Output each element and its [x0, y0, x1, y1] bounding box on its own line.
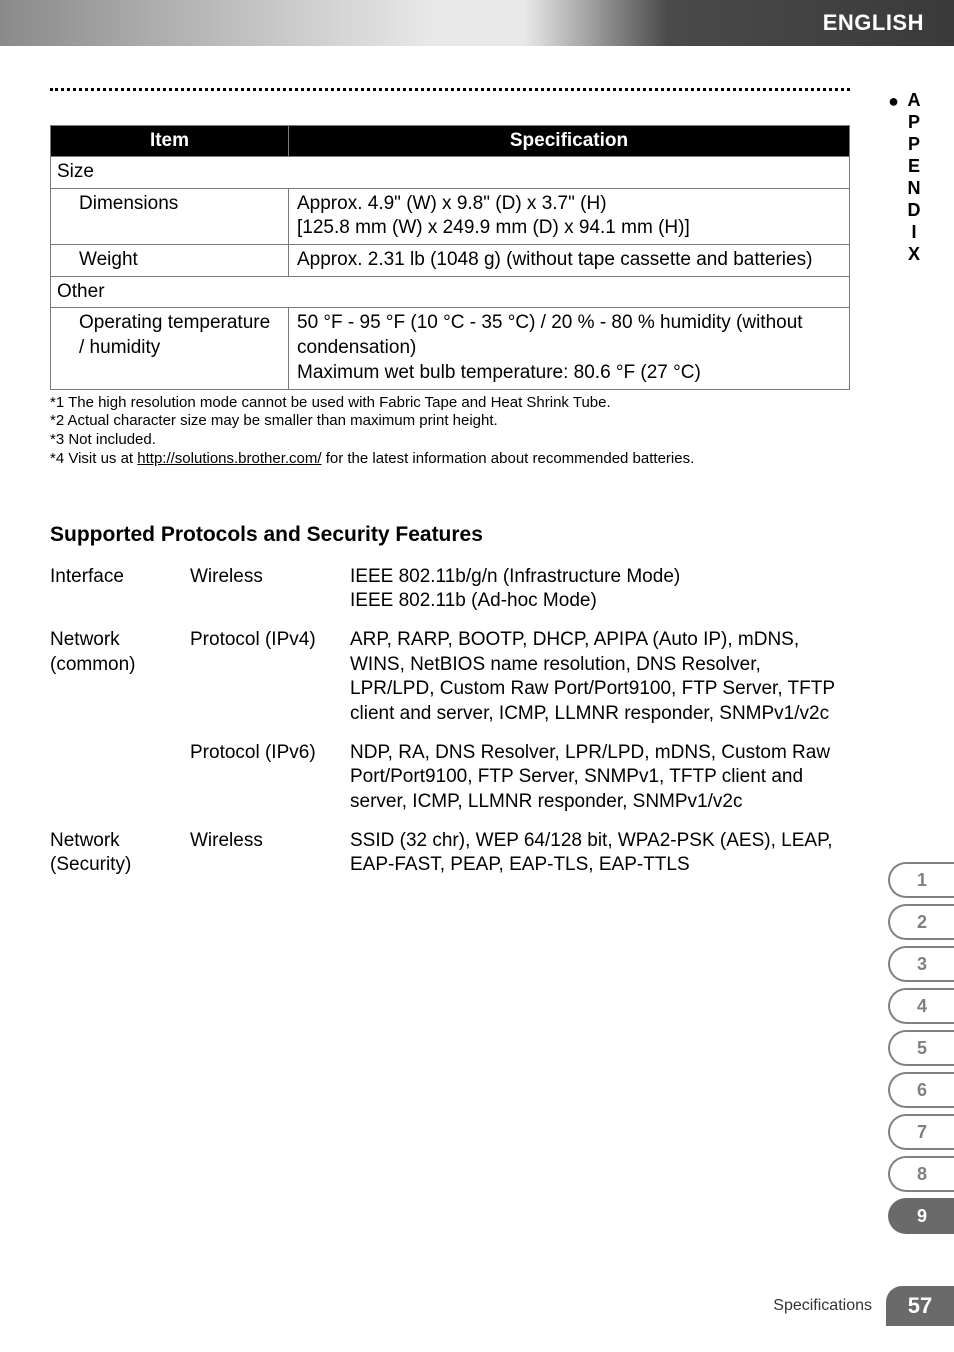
main-content: Item Specification SizeDimensionsApprox.… — [50, 125, 850, 888]
protocol-details: ARP, RARP, BOOTP, DHCP, APIPA (Auto IP),… — [350, 624, 850, 737]
protocol-category: Network (Security) — [50, 825, 190, 888]
table-cell-spec: 50 °F - 95 °F (10 °C - 35 °C) / 20 % - 8… — [289, 308, 850, 389]
table-section-title: Other — [51, 276, 850, 308]
nav-tab-7[interactable]: 7 — [888, 1114, 954, 1150]
footnote-4-suffix: for the latest information about recomme… — [322, 450, 695, 467]
protocols-table: InterfaceWirelessIEEE 802.11b/g/n (Infra… — [50, 561, 850, 889]
side-section-text: APPENDIX — [903, 90, 924, 266]
nav-tab-5[interactable]: 5 — [888, 1030, 954, 1066]
table-section-title: Size — [51, 157, 850, 189]
protocol-category — [50, 737, 190, 825]
protocol-type: Wireless — [190, 561, 350, 624]
bullet-icon: ● — [888, 90, 899, 110]
side-section-label: ● APPENDIX — [888, 90, 924, 266]
footer-bar: Specifications 57 — [773, 1286, 954, 1326]
protocol-details: SSID (32 chr), WEP 64/128 bit, WPA2-PSK … — [350, 825, 850, 888]
protocol-category: Network (common) — [50, 624, 190, 737]
protocol-category: Interface — [50, 561, 190, 624]
specifications-table: Item Specification SizeDimensionsApprox.… — [50, 125, 850, 390]
footnote-4-prefix: *4 Visit us at — [50, 450, 137, 467]
nav-tab-4[interactable]: 4 — [888, 988, 954, 1024]
nav-tab-1[interactable]: 1 — [888, 862, 954, 898]
table-cell-spec: Approx. 2.31 lb (1048 g) (without tape c… — [289, 245, 850, 277]
table-header-item: Item — [51, 126, 289, 157]
header-bar: ENGLISH — [0, 0, 954, 46]
nav-tab-9[interactable]: 9 — [888, 1198, 954, 1234]
protocol-type: Protocol (IPv6) — [190, 737, 350, 825]
table-cell-spec: Approx. 4.9" (W) x 9.8" (D) x 3.7" (H)[1… — [289, 188, 850, 244]
table-cell-item: Operating temperature / humidity — [51, 308, 289, 389]
footnotes: *1 The high resolution mode cannot be us… — [50, 394, 850, 469]
section-nav-tabs: 1 2 3 4 5 6 7 8 9 — [888, 862, 954, 1234]
nav-tab-8[interactable]: 8 — [888, 1156, 954, 1192]
footer-label: Specifications — [773, 1297, 872, 1315]
protocol-details: IEEE 802.11b/g/n (Infrastructure Mode)IE… — [350, 561, 850, 624]
protocols-title: Supported Protocols and Security Feature… — [50, 523, 850, 547]
table-cell-item: Dimensions — [51, 188, 289, 244]
protocol-type: Wireless — [190, 825, 350, 888]
protocol-details: NDP, RA, DNS Resolver, LPR/LPD, mDNS, Cu… — [350, 737, 850, 825]
language-label: ENGLISH — [823, 10, 924, 36]
table-cell-item: Weight — [51, 245, 289, 277]
page-number: 57 — [886, 1286, 954, 1326]
footnote-4-link[interactable]: http://solutions.brother.com/ — [137, 450, 321, 467]
nav-tab-2[interactable]: 2 — [888, 904, 954, 940]
dotted-divider — [50, 88, 850, 91]
nav-tab-6[interactable]: 6 — [888, 1072, 954, 1108]
footnote-1: *1 The high resolution mode cannot be us… — [50, 394, 850, 413]
table-header-spec: Specification — [289, 126, 850, 157]
footnote-2: *2 Actual character size may be smaller … — [50, 412, 850, 431]
nav-tab-3[interactable]: 3 — [888, 946, 954, 982]
protocol-type: Protocol (IPv4) — [190, 624, 350, 737]
header-gradient — [0, 0, 954, 46]
footnote-4: *4 Visit us at http://solutions.brother.… — [50, 450, 850, 469]
footnote-3: *3 Not included. — [50, 431, 850, 450]
